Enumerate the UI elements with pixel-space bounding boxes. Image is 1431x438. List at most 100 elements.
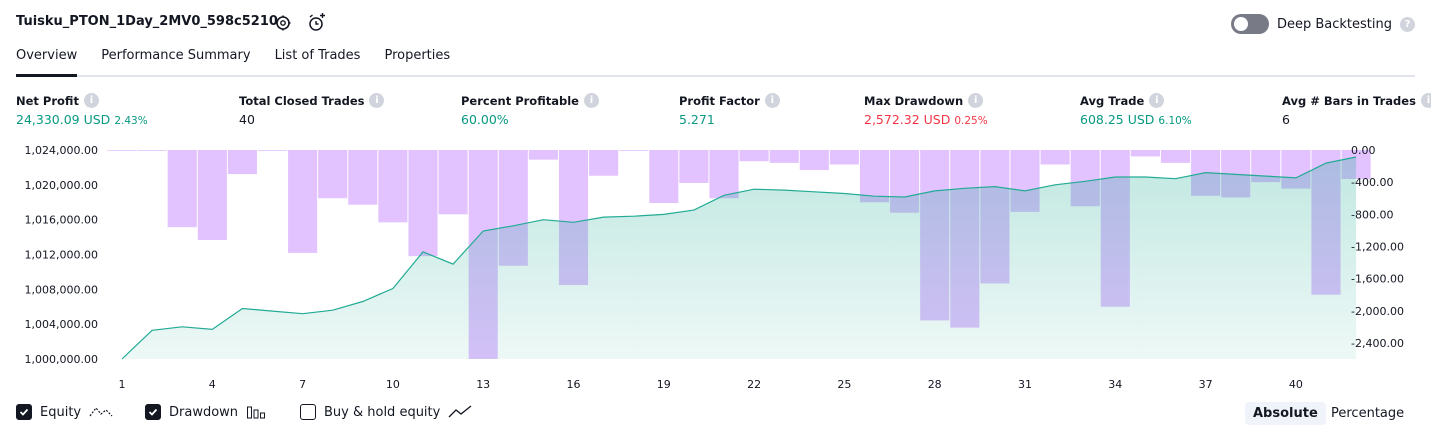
equity-checkbox[interactable] bbox=[16, 404, 32, 420]
legend-equity-label: Equity bbox=[40, 404, 82, 420]
deep-backtesting-control: Deep Backtesting ? bbox=[1230, 14, 1415, 34]
drawdown-axis-tick: 0.00 bbox=[1351, 144, 1376, 157]
drawdown-bar bbox=[318, 150, 348, 199]
equity-axis-tick: 1,004,000.00 bbox=[25, 318, 98, 331]
info-icon[interactable]: i bbox=[968, 93, 984, 108]
metric-net-profit: Net Profit i 24,330.09 USD 2.43% bbox=[16, 93, 148, 127]
drawdown-bar bbox=[348, 150, 378, 205]
buy-hold-checkbox[interactable] bbox=[300, 404, 316, 420]
add-alert-icon[interactable] bbox=[307, 13, 327, 33]
metric-label: Net Profit bbox=[16, 93, 79, 108]
metric-avg-trade: Avg Trade i 608.25 USD 6.10% bbox=[1080, 93, 1192, 127]
x-axis-tick: 16 bbox=[567, 378, 581, 391]
drawdown-bar bbox=[829, 150, 859, 165]
metric-label: Max Drawdown bbox=[864, 93, 964, 108]
legend-buy-hold-label: Buy & hold equity bbox=[324, 404, 441, 420]
deep-backtesting-label: Deep Backtesting bbox=[1276, 16, 1392, 32]
drawdown-bar bbox=[679, 150, 709, 183]
metric-label: Avg Trade bbox=[1080, 93, 1145, 108]
x-axis-tick: 40 bbox=[1289, 378, 1303, 391]
trend-line-icon bbox=[448, 405, 472, 418]
tab-performance-summary[interactable]: Performance Summary bbox=[101, 48, 251, 63]
drawdown-bar bbox=[619, 150, 649, 151]
equity-line-icon bbox=[89, 407, 113, 417]
metric-value: 608.25 USD bbox=[1080, 112, 1155, 127]
absolute-button[interactable]: Absolute bbox=[1245, 402, 1326, 425]
drawdown-bar bbox=[107, 150, 137, 151]
drawdown-bar bbox=[167, 150, 197, 228]
equity-axis-tick: 1,016,000.00 bbox=[25, 214, 98, 227]
x-axis-tick: 37 bbox=[1199, 378, 1213, 391]
drawdown-bar bbox=[257, 150, 288, 151]
drawdown-bar bbox=[378, 150, 408, 223]
drawdown-axis-tick: -1,200.00 bbox=[1351, 240, 1404, 253]
metric-percent: 6.10% bbox=[1158, 115, 1192, 127]
drawdown-bar bbox=[1160, 150, 1191, 163]
metric-label: Percent Profitable bbox=[461, 93, 579, 108]
drawdown-axis-tick: -2,400.00 bbox=[1351, 337, 1404, 350]
metric-label: Avg # Bars in Trades bbox=[1282, 93, 1416, 108]
drawdown-axis-tick: -2,000.00 bbox=[1351, 305, 1404, 318]
tab-list-of-trades[interactable]: List of Trades bbox=[274, 48, 361, 63]
deep-backtesting-toggle[interactable] bbox=[1230, 14, 1269, 34]
drawdown-bar bbox=[137, 150, 167, 151]
metric-label: Profit Factor bbox=[679, 93, 760, 108]
settings-icon[interactable] bbox=[273, 13, 293, 33]
x-axis-tick: 31 bbox=[1018, 378, 1032, 391]
info-icon[interactable]: i bbox=[764, 93, 780, 108]
x-axis-tick: 10 bbox=[386, 378, 400, 391]
metric-percent-profitable: Percent Profitable i 60.00% bbox=[461, 93, 599, 127]
x-axis-tick: 22 bbox=[747, 378, 761, 391]
info-icon[interactable]: i bbox=[1420, 93, 1431, 108]
x-axis-tick: 28 bbox=[928, 378, 942, 391]
metric-value: 60.00% bbox=[461, 112, 509, 127]
equity-area bbox=[122, 157, 1357, 359]
metric-max-drawdown: Max Drawdown i 2,572.32 USD 0.25% bbox=[864, 93, 988, 127]
drawdown-bar bbox=[589, 150, 619, 176]
drawdown-bar bbox=[799, 150, 829, 171]
percentage-button[interactable]: Percentage bbox=[1331, 406, 1405, 421]
drawdown-bar bbox=[438, 150, 468, 215]
bar-chart-icon bbox=[247, 406, 266, 419]
metric-value: 5.271 bbox=[679, 112, 715, 127]
metric-value: 24,330.09 USD bbox=[16, 112, 111, 127]
x-axis-tick: 19 bbox=[657, 378, 671, 391]
drawdown-bar bbox=[739, 150, 769, 162]
metric-avg-bars: Avg # Bars in Trades i 6 bbox=[1282, 93, 1431, 127]
strategy-title: Tuisku_PTON_1Day_2MV0_598c5210 bbox=[16, 14, 278, 29]
drawdown-bar bbox=[859, 150, 890, 203]
drawdown-bar bbox=[649, 150, 679, 204]
equity-line bbox=[121, 156, 1357, 360]
help-icon[interactable]: ? bbox=[1400, 16, 1415, 32]
drawdown-axis-tick: -800.00 bbox=[1351, 208, 1393, 221]
tab-bar: Overview Performance Summary List of Tra… bbox=[16, 48, 1415, 77]
tab-properties[interactable]: Properties bbox=[384, 48, 451, 63]
legend-buy-hold[interactable]: Buy & hold equity bbox=[300, 404, 472, 420]
legend-equity[interactable]: Equity bbox=[16, 404, 113, 420]
equity-axis-tick: 1,000,000.00 bbox=[25, 353, 98, 366]
info-icon[interactable]: i bbox=[369, 93, 385, 108]
info-icon[interactable]: i bbox=[583, 93, 599, 108]
drawdown-checkbox[interactable] bbox=[145, 404, 161, 420]
legend-drawdown[interactable]: Drawdown bbox=[145, 404, 266, 420]
drawdown-bar bbox=[528, 150, 558, 160]
drawdown-bar bbox=[1130, 150, 1160, 157]
drawdown-bar bbox=[709, 150, 739, 199]
equity-drawdown-chart[interactable]: 1,024,000.00 1,020,000.00 1,016,000.00 1,01… bbox=[0, 140, 1431, 395]
tab-overview[interactable]: Overview bbox=[16, 48, 78, 77]
metric-label: Total Closed Trades bbox=[239, 93, 365, 108]
x-axis-tick: 25 bbox=[837, 378, 851, 391]
info-icon[interactable]: i bbox=[83, 93, 99, 108]
x-axis-tick: 13 bbox=[476, 378, 490, 391]
x-axis-tick: 4 bbox=[209, 378, 216, 391]
metric-percent: 2.43% bbox=[114, 115, 148, 127]
drawdown-bar bbox=[227, 150, 257, 175]
equity-axis-tick: 1,020,000.00 bbox=[25, 179, 98, 192]
legend-drawdown-label: Drawdown bbox=[169, 404, 239, 420]
drawdown-bar bbox=[769, 150, 799, 163]
x-axis-tick: 7 bbox=[299, 378, 306, 391]
drawdown-bar bbox=[408, 150, 438, 257]
info-icon[interactable]: i bbox=[1149, 93, 1165, 108]
x-axis-tick: 34 bbox=[1108, 378, 1122, 391]
drawdown-bar bbox=[197, 150, 227, 241]
